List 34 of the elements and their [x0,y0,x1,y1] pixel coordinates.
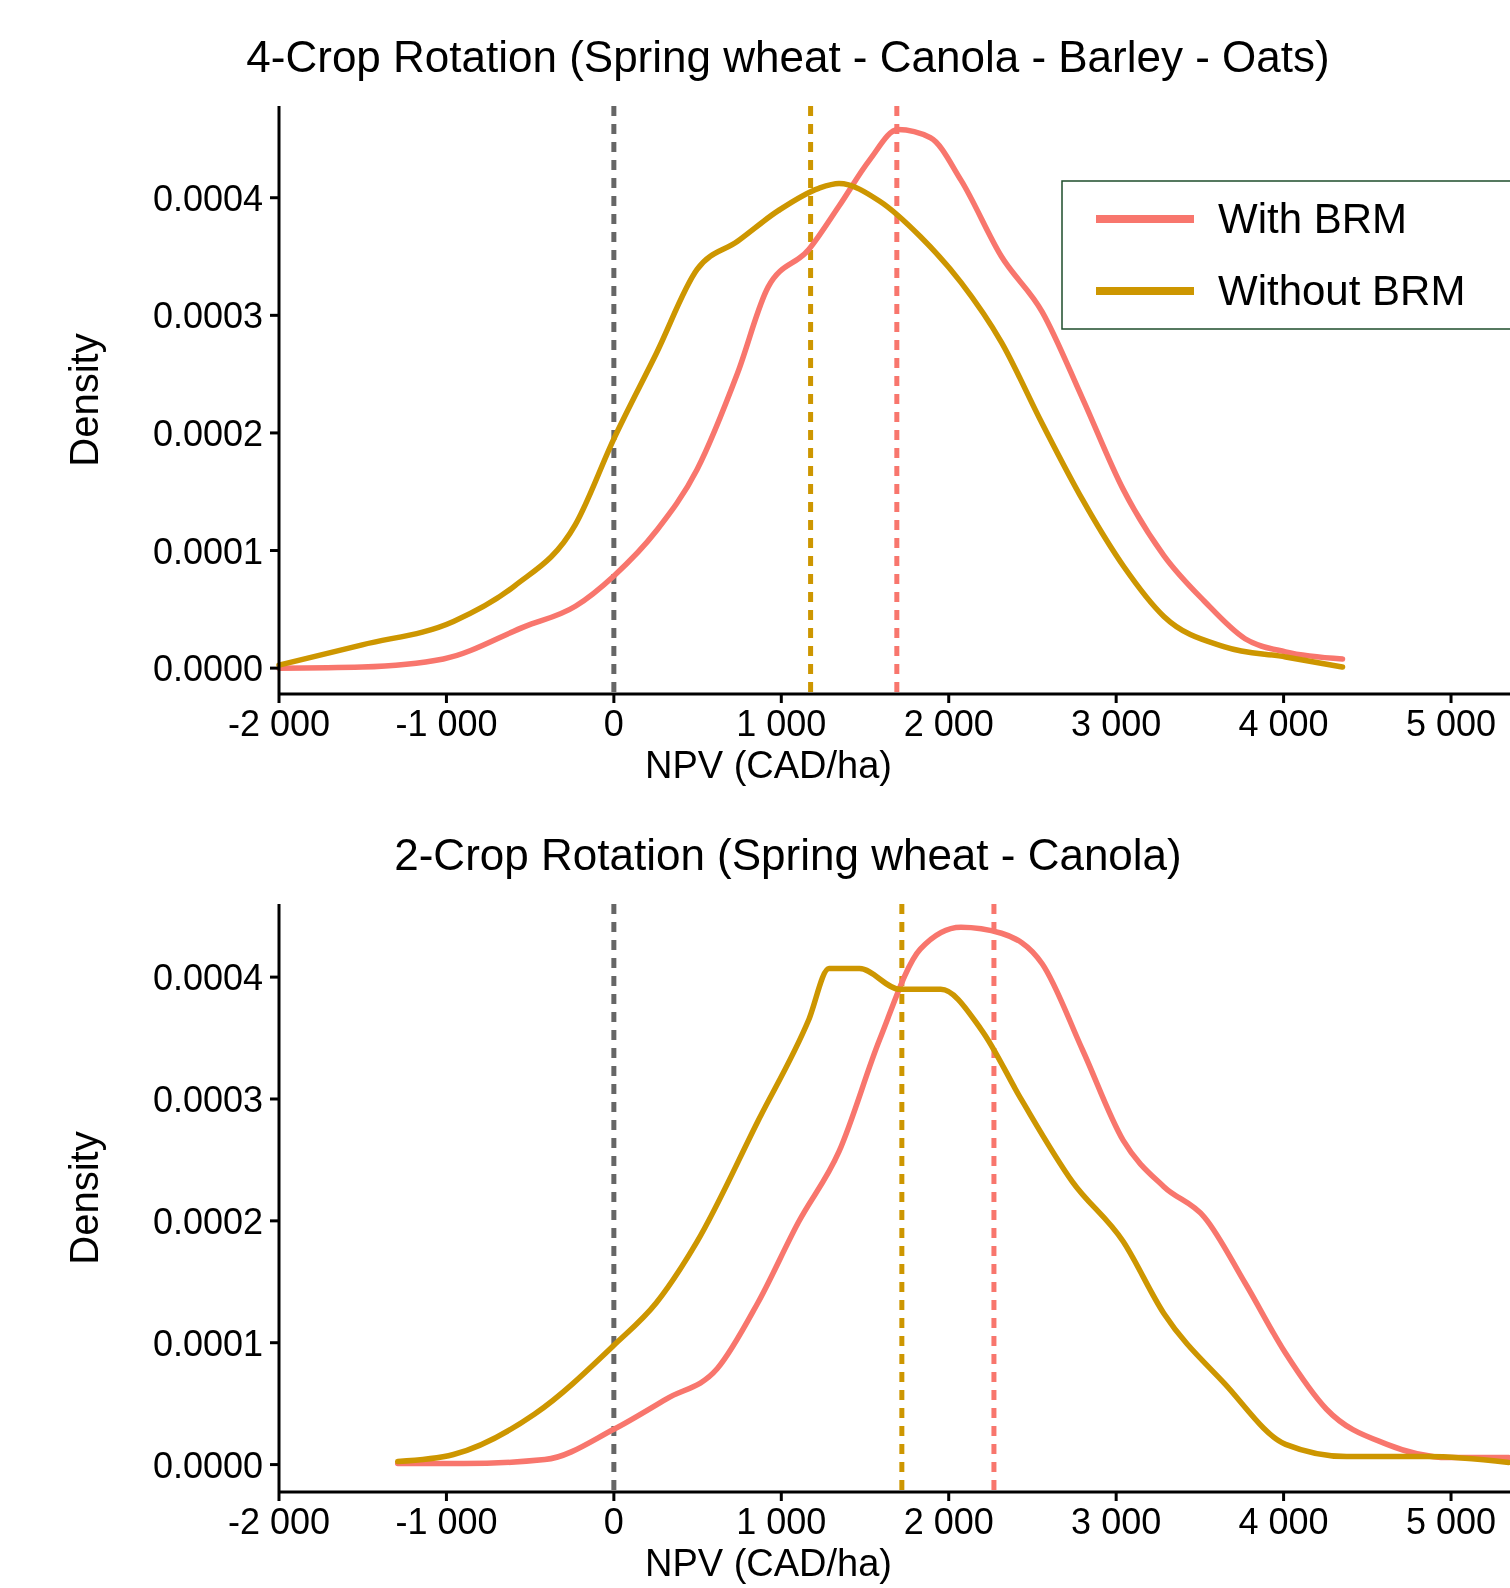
x-tick-label: 5 000 [1405,1501,1497,1542]
x-axis-title: NPV (CAD/ha) [644,1542,893,1584]
y-tick-label: 0.0002 [152,1200,263,1242]
x-tick-label: -1 000 [395,1501,498,1542]
chart-title: 4-Crop Rotation (Spring wheat - Canola - Barley - Oats) [246,32,1330,81]
x-tick-label: 4 000 [1238,703,1329,744]
chart-title: 2-Crop Rotation (Spring wheat - Canola) [394,830,1182,879]
x-tick-label: 0 [603,1501,624,1542]
y-axis-title: Density [62,1131,106,1265]
y-tick-label: 0.0003 [152,1078,263,1120]
y-tick-label: 0.0001 [152,530,263,572]
x-tick-label: 5 000 [1405,703,1497,744]
x-tick-label: -1 000 [395,703,498,744]
x-tick-label: 4 000 [1238,1501,1329,1542]
x-axis-title: NPV (CAD/ha) [644,744,893,786]
x-tick-label: 2 000 [903,1501,994,1542]
x-tick-label: 0 [603,703,624,744]
legend-label: With BRM [1218,195,1407,242]
y-tick-label: 0.0001 [152,1322,263,1364]
y-tick-label: 0.0004 [152,177,263,219]
x-tick-label: 3 000 [1071,703,1162,744]
x-tick-label: 1 000 [736,703,827,744]
x-tick-label: -2 000 [227,703,331,744]
x-tick-label: -2 000 [227,1501,331,1542]
legend-label: Without BRM [1218,267,1466,314]
y-tick-label: 0.0000 [152,648,263,690]
y-tick-label: 0.0003 [152,295,263,337]
y-tick-label: 0.0002 [152,412,263,454]
x-tick-label: 3 000 [1071,1501,1162,1542]
y-tick-label: 0.0004 [152,957,263,999]
x-tick-label: 2 000 [903,703,994,744]
y-tick-label: 0.0000 [152,1444,263,1486]
y-axis-title: Density [62,333,106,467]
x-tick-label: 1 000 [736,1501,827,1542]
